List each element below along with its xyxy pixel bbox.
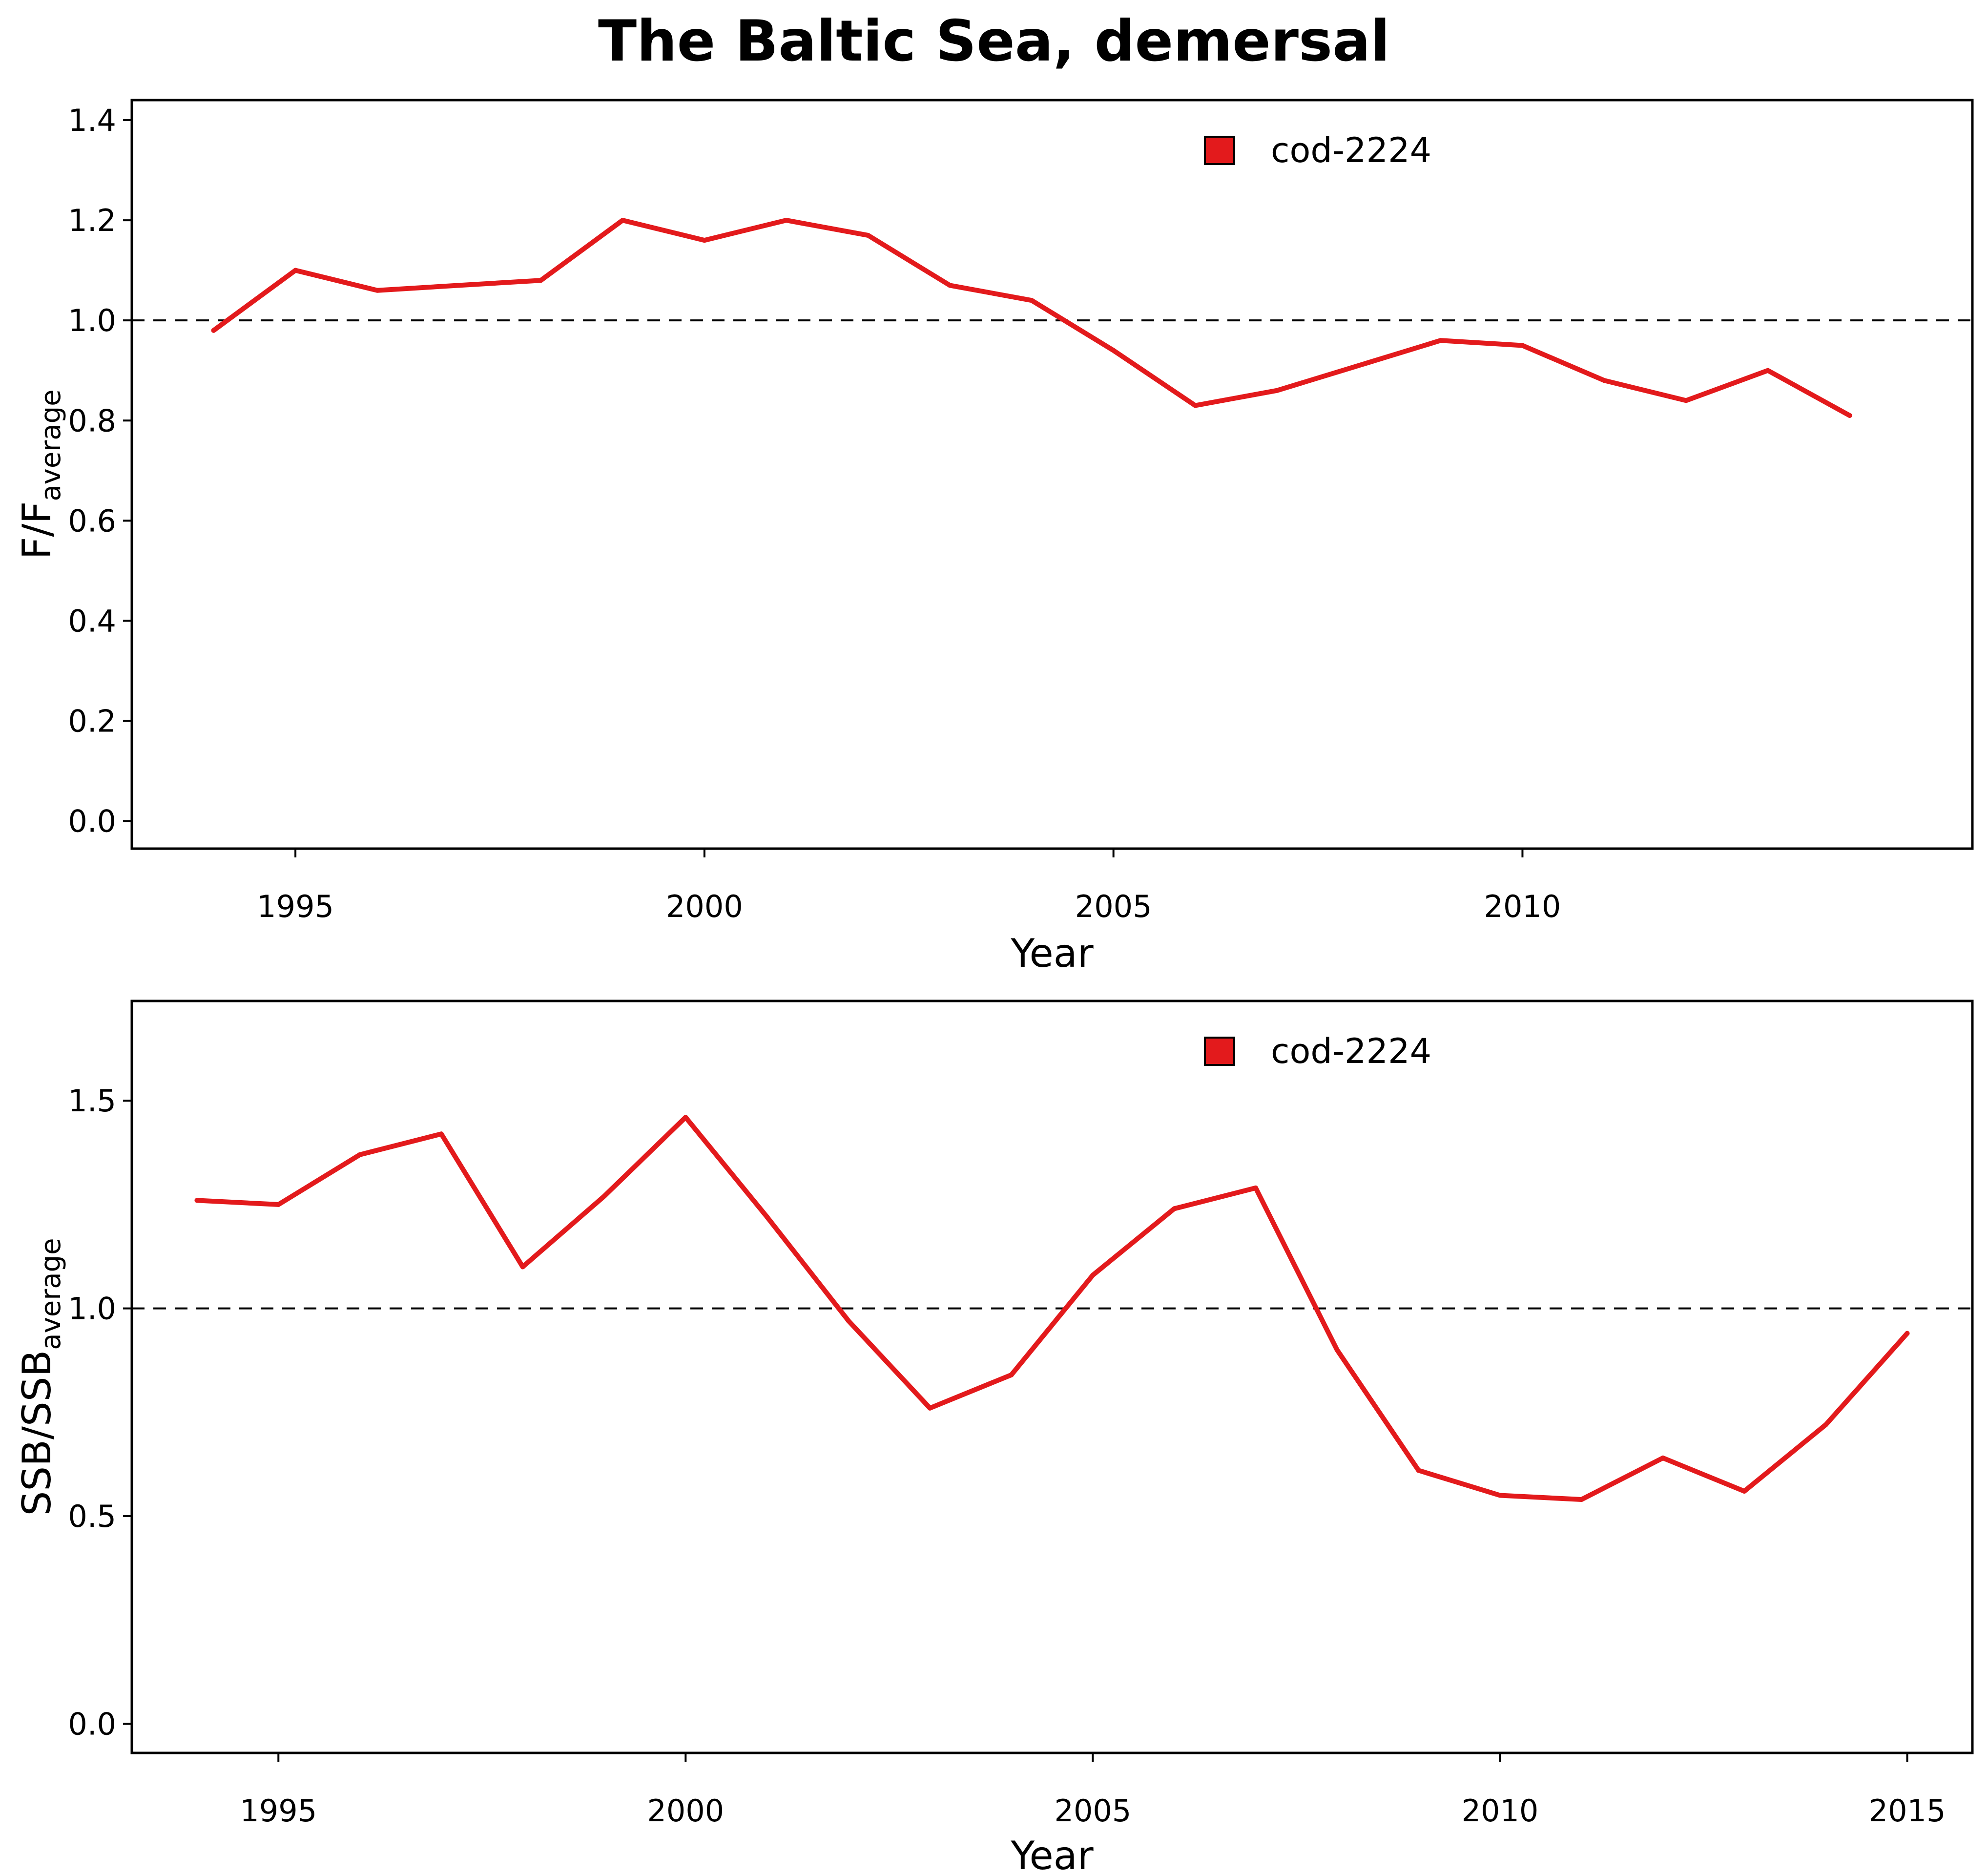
legend-label: cod-2224 bbox=[1271, 130, 1431, 170]
legend-label: cod-2224 bbox=[1271, 1031, 1431, 1071]
y-tick-label: 0.0 bbox=[68, 1706, 116, 1742]
data-point bbox=[357, 1152, 363, 1157]
y-axis-title-subscript: average bbox=[35, 389, 67, 501]
x-axis-title: Year bbox=[1010, 931, 1093, 976]
y-tick-label: 0.6 bbox=[68, 503, 116, 539]
data-point bbox=[1602, 378, 1607, 383]
y-tick-label: 1.5 bbox=[68, 1083, 116, 1119]
data-point bbox=[683, 1115, 688, 1120]
data-point bbox=[1416, 1468, 1421, 1473]
data-point bbox=[1660, 1455, 1666, 1460]
data-point bbox=[1741, 1488, 1747, 1494]
x-tick-label: 2015 bbox=[1869, 1793, 1946, 1829]
plot-frame bbox=[130, 99, 1974, 850]
y-tick-label: 0.5 bbox=[68, 1499, 116, 1534]
data-point bbox=[1253, 1185, 1259, 1190]
data-point bbox=[1497, 1493, 1503, 1498]
x-tick-label: 2010 bbox=[1462, 1793, 1539, 1829]
series-line-cod-2224 bbox=[194, 1115, 1910, 1502]
y-tick-label: 1.2 bbox=[68, 203, 116, 238]
data-point bbox=[1193, 403, 1198, 408]
x-tick-label: 2005 bbox=[1075, 889, 1152, 924]
y-tick-label: 1.0 bbox=[68, 303, 116, 338]
data-point bbox=[293, 268, 298, 273]
y-tick-label: 0.4 bbox=[68, 603, 116, 639]
y-tick-label: 0.8 bbox=[68, 403, 116, 438]
x-tick-label: 2000 bbox=[647, 1793, 724, 1829]
legend-swatch bbox=[1204, 136, 1235, 165]
data-point bbox=[601, 1193, 607, 1199]
x-axis-title: Year bbox=[1010, 1833, 1093, 1875]
x-tick-label: 2005 bbox=[1055, 1793, 1132, 1829]
y-axis-title-subscript: average bbox=[35, 1238, 67, 1350]
plot-frame bbox=[130, 1000, 1974, 1754]
data-point bbox=[1905, 1331, 1910, 1336]
data-point bbox=[1520, 343, 1525, 348]
data-point bbox=[456, 283, 462, 288]
data-point bbox=[1029, 298, 1035, 303]
data-point bbox=[1111, 348, 1116, 353]
y-axis-title: SSB/SSBaverage bbox=[14, 1238, 67, 1516]
data-point bbox=[1009, 1372, 1014, 1377]
data-point bbox=[1579, 1497, 1584, 1502]
data-point bbox=[765, 1214, 770, 1220]
data-point bbox=[866, 232, 870, 238]
x-tick-label: 1995 bbox=[240, 1793, 317, 1829]
x-tick-label: 2000 bbox=[666, 889, 743, 924]
spawning-stock-biomass-panel: 0.0 0.5 1.0 1.5 1995 2000 2005 2010 2015 cod-2224… bbox=[14, 1000, 1974, 1875]
data-point bbox=[194, 1198, 200, 1203]
data-point bbox=[211, 328, 216, 333]
legend-swatch bbox=[1204, 1037, 1235, 1066]
data-point bbox=[620, 218, 625, 223]
x-tick-label: 1995 bbox=[257, 889, 334, 924]
y-tick-label: 1.0 bbox=[68, 1291, 116, 1327]
data-point bbox=[1090, 1272, 1096, 1278]
data-point bbox=[784, 218, 789, 223]
y-tick-label: 0.0 bbox=[68, 804, 116, 839]
chart-title: The Baltic Sea, demersal bbox=[598, 8, 1390, 74]
data-point bbox=[1172, 1206, 1177, 1211]
y-axis-title-main: F/F bbox=[14, 501, 60, 560]
data-point bbox=[438, 1131, 444, 1137]
data-point bbox=[702, 238, 707, 243]
data-point bbox=[1356, 363, 1362, 368]
data-point bbox=[927, 1405, 932, 1411]
y-tick-label: 1.4 bbox=[68, 103, 116, 138]
data-point bbox=[1823, 1422, 1828, 1427]
x-tick-label: 2010 bbox=[1484, 889, 1561, 924]
data-point bbox=[1683, 398, 1689, 403]
data-point bbox=[1334, 1347, 1340, 1353]
y-axis-title: F/Faverage bbox=[14, 389, 67, 559]
data-point bbox=[846, 1318, 851, 1324]
data-point bbox=[374, 288, 380, 293]
series-line-cod-2224 bbox=[211, 218, 1852, 418]
data-point bbox=[538, 278, 543, 283]
data-point bbox=[520, 1264, 525, 1270]
data-point bbox=[1274, 388, 1280, 393]
data-point bbox=[1438, 338, 1443, 343]
data-point bbox=[947, 283, 953, 288]
data-point bbox=[1765, 368, 1771, 373]
data-point bbox=[276, 1202, 281, 1207]
y-axis-title-main: SSB/SSB bbox=[14, 1350, 60, 1516]
fishing-mortality-panel: 0.0 0.2 0.4 0.6 0.8 1.0 1.2 1.4 1995 2000 2005 2010… bbox=[14, 99, 1974, 976]
y-tick-label: 0.2 bbox=[68, 704, 116, 739]
data-point bbox=[1847, 413, 1852, 418]
